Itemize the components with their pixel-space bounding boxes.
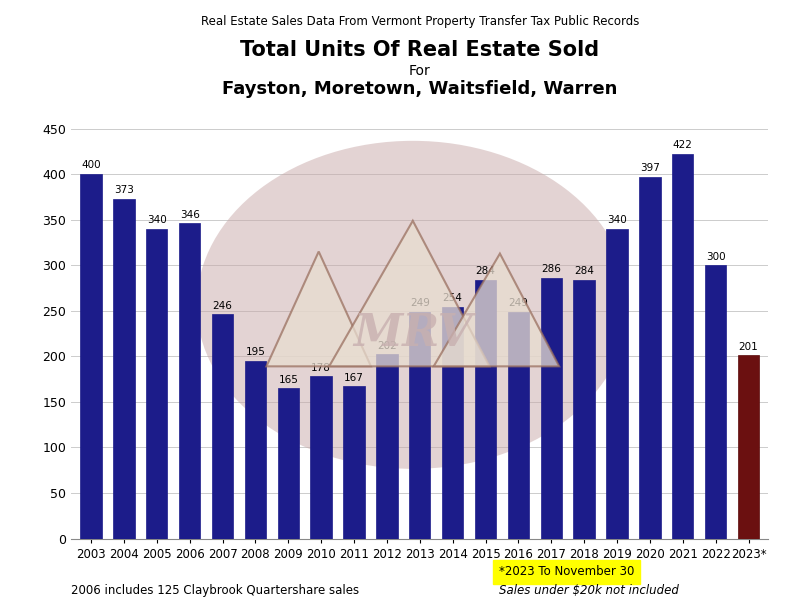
Bar bbox=[573, 280, 595, 539]
Text: 340: 340 bbox=[147, 215, 166, 225]
Bar bbox=[211, 315, 233, 539]
Text: 201: 201 bbox=[739, 341, 759, 352]
Bar bbox=[146, 229, 167, 539]
Text: *2023 To November 30: *2023 To November 30 bbox=[499, 565, 634, 578]
Text: Fayston, Moretown, Waitsfield, Warren: Fayston, Moretown, Waitsfield, Warren bbox=[222, 80, 618, 97]
Text: MRV: MRV bbox=[353, 312, 472, 355]
Text: 284: 284 bbox=[475, 266, 496, 276]
Text: 249: 249 bbox=[409, 298, 430, 308]
Polygon shape bbox=[434, 253, 559, 367]
Text: 400: 400 bbox=[82, 160, 101, 170]
Bar bbox=[343, 386, 364, 539]
Text: Sales under $20k not included: Sales under $20k not included bbox=[499, 584, 679, 597]
Text: 373: 373 bbox=[114, 185, 134, 195]
Text: 397: 397 bbox=[640, 163, 660, 173]
Bar bbox=[639, 177, 661, 539]
Text: Real Estate Sales Data From Vermont Property Transfer Tax Public Records: Real Estate Sales Data From Vermont Prop… bbox=[200, 15, 639, 28]
Bar bbox=[80, 174, 101, 539]
Ellipse shape bbox=[196, 141, 629, 469]
Text: 254: 254 bbox=[443, 294, 463, 304]
Bar bbox=[113, 199, 135, 539]
Text: 284: 284 bbox=[574, 266, 594, 276]
Bar bbox=[179, 223, 200, 539]
Text: 2006 includes 125 Claybrook Quartershare sales: 2006 includes 125 Claybrook Quartershare… bbox=[71, 584, 360, 597]
Text: 340: 340 bbox=[607, 215, 627, 225]
Bar bbox=[409, 312, 430, 539]
Bar bbox=[738, 356, 760, 539]
Bar bbox=[607, 229, 628, 539]
Bar bbox=[310, 376, 332, 539]
Polygon shape bbox=[266, 252, 371, 367]
Bar bbox=[442, 307, 463, 539]
Bar bbox=[508, 312, 529, 539]
Bar bbox=[672, 154, 694, 539]
Text: 346: 346 bbox=[180, 210, 200, 220]
Bar bbox=[475, 280, 497, 539]
Text: 167: 167 bbox=[344, 373, 364, 382]
Bar bbox=[245, 361, 266, 539]
Bar bbox=[541, 278, 562, 539]
Bar bbox=[277, 388, 299, 539]
Text: Total Units Of Real Estate Sold: Total Units Of Real Estate Sold bbox=[240, 40, 600, 60]
Text: 286: 286 bbox=[541, 264, 562, 274]
Text: 195: 195 bbox=[246, 347, 265, 357]
Bar bbox=[376, 354, 398, 539]
Text: 300: 300 bbox=[706, 252, 725, 261]
Text: 249: 249 bbox=[508, 298, 528, 308]
Text: For: For bbox=[409, 64, 431, 78]
Bar bbox=[705, 265, 726, 539]
Text: 165: 165 bbox=[278, 375, 299, 384]
Text: 178: 178 bbox=[311, 363, 331, 373]
Text: 422: 422 bbox=[673, 140, 693, 151]
Polygon shape bbox=[329, 221, 489, 367]
Text: 246: 246 bbox=[212, 300, 232, 311]
Text: 202: 202 bbox=[377, 341, 397, 351]
